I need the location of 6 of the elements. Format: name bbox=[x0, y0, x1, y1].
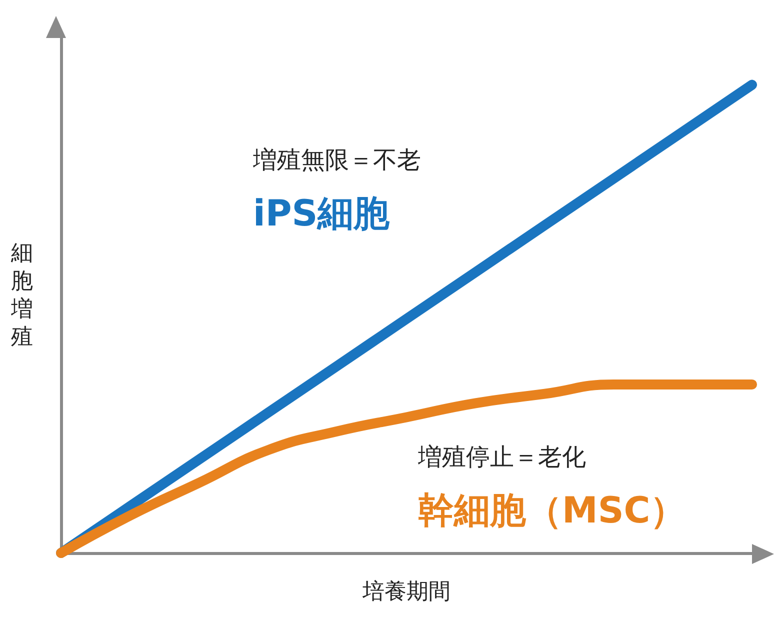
y-axis-title: 細胞増殖 bbox=[10, 241, 33, 350]
annotation: 増殖停止＝老化 bbox=[417, 443, 586, 471]
annotation: 増殖無限＝不老 bbox=[252, 146, 421, 174]
x-axis-title: 培養期間 bbox=[362, 580, 450, 604]
text: 幹細胞（MSC） bbox=[418, 490, 686, 532]
text: iPS細胞 bbox=[253, 194, 391, 234]
